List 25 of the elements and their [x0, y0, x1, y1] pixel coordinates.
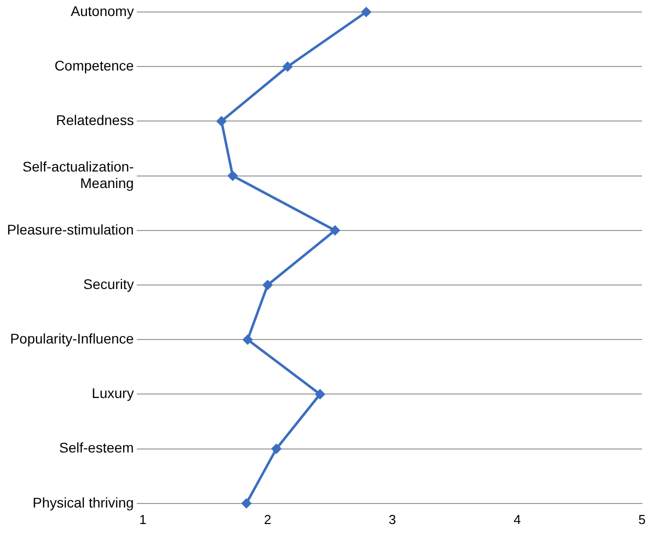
y-tick-label: Self-esteem: [59, 440, 134, 456]
point: [282, 62, 292, 72]
x-tick-label: 1: [139, 512, 146, 527]
point: [330, 226, 340, 236]
y-tick-label: Pleasure-stimulation: [6, 221, 134, 238]
point: [361, 7, 371, 17]
y-tick-label: Self-actualization-Meaning: [22, 158, 134, 192]
y-tick-label: Physical thriving: [32, 494, 134, 510]
point: [272, 444, 282, 454]
y-tick-label: Relatedness: [56, 112, 134, 128]
point: [216, 116, 226, 126]
point: [242, 498, 252, 508]
y-tick-label: Competence: [54, 57, 134, 74]
point: [315, 389, 325, 399]
point: [262, 280, 272, 290]
y-tick-label: Popularity-Influence: [10, 330, 134, 346]
y-tick-label: Security: [83, 276, 134, 292]
x-tick-label: 4: [514, 512, 521, 527]
x-tick-label: 5: [638, 512, 646, 527]
y-tick-label: Luxury: [92, 385, 134, 402]
x-tick-label: 3: [388, 512, 396, 527]
y-tick-label: Autonomy: [70, 2, 134, 19]
x-tick-label: 2: [264, 512, 272, 527]
point: [228, 171, 238, 181]
point: [242, 334, 252, 344]
